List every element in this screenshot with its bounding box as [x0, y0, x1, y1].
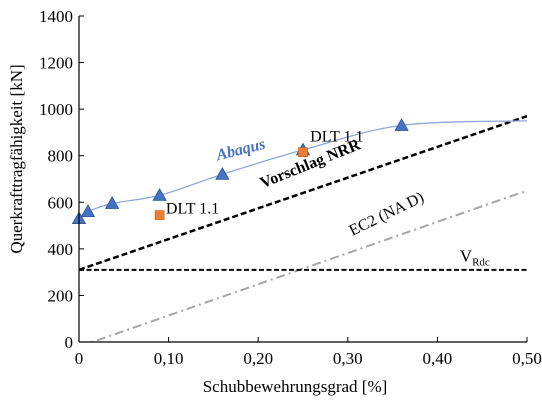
label-dlt2: DLT 1.1 — [310, 128, 363, 145]
abaqus-point — [152, 187, 167, 201]
y-tick-label: 800 — [48, 147, 74, 166]
label-abaqus: Abaqus — [214, 136, 267, 165]
abaqus-point — [394, 118, 409, 131]
plot-marks — [71, 114, 527, 342]
y-tick-label: 400 — [48, 240, 74, 259]
series-line-nrr — [79, 114, 527, 271]
y-tick-label: 1200 — [39, 54, 73, 73]
x-tick-label: 0,40 — [423, 349, 453, 368]
y-tick-label: 0 — [65, 333, 74, 352]
x-tick-label: 0,30 — [333, 349, 363, 368]
y-axis-title: Querkrafttragfähigkeit [kN] — [7, 64, 26, 253]
label-dlt1: DLT 1.1 — [166, 200, 219, 217]
label-vrdc-main: V — [460, 247, 473, 266]
y-tick-label: 200 — [48, 286, 74, 305]
abaqus-point — [80, 204, 96, 218]
abaqus-point — [215, 167, 230, 180]
x-tick-label: 0,10 — [154, 349, 184, 368]
series-line-ec2 — [89, 189, 527, 342]
label-vrdc-sub: Rdc — [472, 257, 490, 269]
axes: 0 200 400 600 800 1000 1200 1400 0 0,10 0,20 0,30 0,… — [7, 7, 542, 396]
x-tick-label: 0,50 — [512, 349, 542, 368]
y-tick-label: 1000 — [39, 100, 73, 119]
dlt-point — [154, 210, 165, 220]
y-tick-label: 600 — [48, 193, 74, 212]
x-axis-title: Schubbewehrungsgrad [%] — [203, 377, 388, 396]
y-tick-label: 1400 — [39, 7, 73, 26]
abaqus-point — [104, 196, 120, 209]
dlt-point — [298, 147, 308, 158]
x-tick-label: 0,20 — [243, 349, 273, 368]
label-ec2: EC2 (NA D) — [347, 189, 427, 240]
x-tick-label: 0 — [75, 349, 84, 368]
label-vrdc: VRdc — [460, 247, 490, 269]
